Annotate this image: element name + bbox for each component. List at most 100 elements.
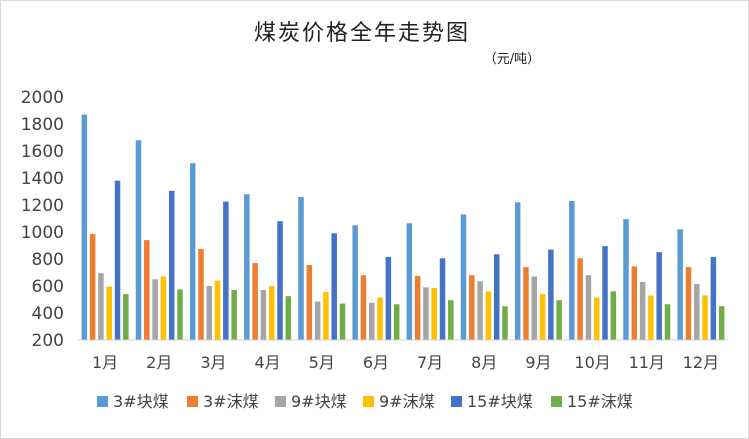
y-tick-label: 1600 [21, 142, 64, 162]
bar-group [244, 194, 292, 341]
bar [260, 290, 267, 340]
bar [393, 304, 400, 340]
chart-unit: （元/吨） [484, 52, 540, 67]
bar [477, 281, 483, 340]
bar [360, 275, 367, 340]
bar [656, 252, 662, 340]
bar [314, 301, 321, 340]
bar [439, 258, 446, 340]
y-tick-label: 1400 [21, 169, 64, 189]
y-tick-label: 1200 [21, 196, 64, 216]
y-tick-label: 2000 [21, 88, 64, 108]
bar [277, 221, 283, 340]
x-tick-label: 10月 [574, 353, 610, 372]
bar-group [460, 214, 508, 340]
bar [323, 292, 329, 340]
x-tick-label: 9月 [525, 353, 551, 372]
bar [531, 276, 538, 340]
legend-swatch [451, 396, 462, 407]
bar [198, 248, 204, 341]
bar [677, 229, 683, 340]
bar [694, 283, 700, 340]
bar [189, 163, 196, 340]
legend-item: 9#块煤 [275, 392, 347, 411]
bar-group [298, 196, 346, 340]
bar [548, 249, 554, 340]
bar [539, 294, 546, 340]
bar [448, 300, 454, 340]
x-tick-label: 2月 [146, 353, 172, 372]
bar [135, 140, 142, 340]
bar [177, 289, 183, 341]
y-tick-label: 1000 [21, 223, 64, 243]
bar [577, 258, 583, 340]
bar [469, 275, 475, 340]
legend-item: 9#沫煤 [363, 392, 435, 411]
bar [493, 254, 500, 340]
bar [602, 246, 608, 340]
y-tick-label: 800 [32, 250, 64, 270]
bar [685, 267, 692, 340]
chart-title: 煤炭价格全年走势图 [254, 21, 470, 46]
legend-item: 15#沫煤 [551, 392, 633, 411]
bar [593, 297, 600, 340]
bar [160, 276, 167, 340]
bar-group [514, 202, 562, 340]
legend: 3#块煤 3#沫煤 9#块煤 9#沫煤 15#块煤 15#沫煤 [97, 392, 633, 411]
x-tick-label: 5月 [309, 353, 335, 372]
bar [502, 306, 508, 340]
legend-swatch [275, 396, 286, 407]
y-tick-label: 600 [32, 277, 64, 297]
legend-swatch [551, 396, 562, 407]
bar [214, 280, 221, 340]
bar [352, 225, 358, 340]
bar [252, 263, 258, 340]
y-axis: 2000 1800 1600 1400 1200 1000 800 600 400 200 [21, 88, 64, 351]
y-tick-label: 400 [32, 304, 64, 324]
x-tick-label: 8月 [471, 353, 497, 372]
legend-item: 15#块煤 [451, 392, 533, 411]
bar [414, 275, 421, 341]
bar [406, 223, 413, 340]
bar [268, 286, 275, 340]
bar [702, 295, 708, 340]
bar [369, 302, 375, 341]
bar [556, 300, 562, 340]
bar [639, 281, 646, 340]
legend-swatch [97, 396, 108, 407]
bar [460, 214, 467, 340]
bar [298, 196, 304, 340]
bar-group [569, 200, 617, 340]
x-tick-label: 6月 [363, 353, 389, 372]
x-tick-label: 7月 [417, 353, 443, 372]
x-tick-label: 11月 [629, 353, 665, 372]
bar [610, 291, 617, 340]
y-tick-label: 1800 [21, 115, 64, 135]
bar [206, 286, 213, 340]
bar [223, 201, 229, 341]
bar [331, 233, 337, 340]
bar [114, 180, 121, 340]
bar [106, 286, 112, 340]
bar [523, 267, 529, 340]
bar [244, 194, 250, 340]
bar [144, 240, 150, 340]
bar [648, 295, 654, 340]
bar [152, 279, 158, 340]
bar [423, 287, 429, 340]
bar [623, 219, 629, 340]
bar [81, 114, 88, 340]
bar-group [135, 140, 183, 341]
bar [89, 234, 96, 340]
bar [485, 291, 492, 340]
bar [123, 294, 129, 340]
legend-label: 9#块煤 [291, 392, 347, 411]
bar [569, 200, 575, 340]
bar-group [352, 225, 400, 341]
bar [231, 290, 237, 340]
legend-label: 15#沫煤 [567, 392, 633, 411]
bar [339, 303, 346, 340]
legend-label: 9#沫煤 [379, 392, 435, 411]
